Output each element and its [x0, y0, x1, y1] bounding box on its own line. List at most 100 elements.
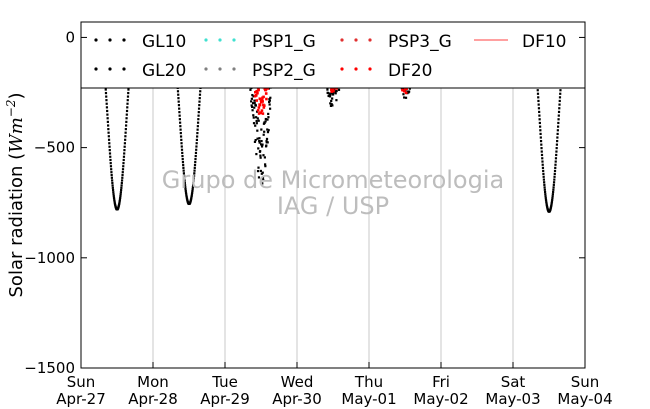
- y-axis-label-close: ): [6, 92, 27, 99]
- global-point: [179, 131, 182, 135]
- global-point: [194, 158, 197, 161]
- global-point: [265, 144, 268, 147]
- global-point: [552, 183, 555, 186]
- diffuse-point: [403, 87, 407, 91]
- global-point: [260, 172, 263, 175]
- global-point: [106, 120, 109, 123]
- global-point: [251, 93, 254, 97]
- diffuse-point: [404, 91, 408, 95]
- global-point: [558, 103, 561, 106]
- global-point: [123, 142, 127, 145]
- global-point: [259, 150, 262, 153]
- global-point: [251, 105, 254, 109]
- legend-marker: [94, 38, 98, 42]
- global-point: [191, 188, 194, 191]
- global-point: [260, 128, 263, 131]
- global-point: [264, 117, 267, 121]
- global-point: [263, 156, 266, 159]
- global-point: [550, 200, 554, 203]
- global-point: [544, 198, 548, 202]
- global-point: [330, 103, 333, 106]
- diffuse-point: [330, 90, 334, 93]
- global-point: [544, 197, 547, 200]
- diffuse-point: [260, 109, 264, 112]
- global-point: [120, 179, 124, 182]
- global-point: [259, 154, 262, 157]
- global-point: [190, 194, 193, 198]
- global-point: [540, 150, 543, 153]
- global-point: [556, 129, 559, 132]
- global-point: [555, 150, 558, 153]
- global-point: [181, 154, 184, 158]
- global-point: [332, 93, 335, 96]
- global-point: [183, 177, 186, 180]
- legend-marker: [368, 38, 372, 42]
- global-point: [328, 95, 332, 98]
- global-point: [124, 128, 127, 131]
- global-point: [113, 202, 117, 205]
- global-point: [179, 121, 182, 124]
- global-point: [540, 153, 544, 157]
- global-point: [181, 151, 184, 155]
- global-point: [335, 89, 338, 93]
- y-tick-label: −1000: [24, 249, 75, 267]
- global-point: [331, 104, 334, 107]
- global-point: [197, 114, 200, 117]
- x-tick-label-date: Apr-30: [272, 390, 322, 408]
- global-point: [195, 138, 199, 141]
- watermark-line-1: Grupo de Micrometeorologia: [162, 166, 504, 194]
- global-point: [253, 140, 257, 143]
- global-point: [264, 165, 267, 168]
- global-point: [178, 118, 181, 121]
- global-point: [111, 184, 114, 187]
- global-point: [553, 169, 557, 173]
- legend-marker: [94, 67, 98, 71]
- diffuse-point: [403, 89, 406, 93]
- global-point: [540, 147, 543, 150]
- global-point: [185, 197, 189, 200]
- global-point: [538, 121, 541, 125]
- global-point: [558, 96, 562, 99]
- global-point: [253, 101, 256, 105]
- diffuse-point: [261, 112, 265, 115]
- global-point: [179, 125, 182, 128]
- legend-marker: [204, 38, 208, 42]
- global-point: [178, 107, 181, 110]
- global-point: [194, 161, 197, 164]
- diffuse-point: [405, 87, 408, 91]
- diffuse-point: [257, 112, 261, 115]
- global-point: [557, 110, 561, 114]
- global-point: [185, 194, 188, 198]
- global-point: [266, 128, 269, 131]
- global-point: [550, 204, 553, 208]
- global-point: [112, 193, 115, 196]
- global-point: [550, 203, 553, 206]
- x-tick-label-weekday: Thu: [354, 373, 383, 391]
- global-point: [265, 140, 268, 143]
- x-tick-label-weekday: Tue: [211, 373, 238, 391]
- legend-marker: [354, 67, 358, 71]
- global-point: [107, 131, 110, 134]
- x-tick-label-weekday: Fri: [432, 373, 450, 391]
- global-point: [262, 133, 265, 136]
- global-point: [555, 153, 558, 157]
- global-point: [195, 148, 198, 151]
- global-point: [119, 193, 122, 196]
- global-point: [109, 162, 112, 165]
- global-point: [176, 90, 180, 93]
- global-point: [192, 179, 195, 182]
- global-point: [123, 152, 126, 155]
- global-point: [268, 107, 272, 110]
- global-point: [259, 156, 262, 159]
- x-tick-label-date: May-01: [341, 390, 396, 408]
- global-point: [551, 195, 554, 198]
- legend-marker: [368, 67, 372, 71]
- global-point: [538, 110, 541, 114]
- global-point: [255, 152, 258, 156]
- x-tick-label-weekday: Sun: [571, 373, 600, 391]
- global-point: [329, 93, 332, 96]
- global-point: [268, 99, 271, 102]
- axis-ticks: 0−500−1000−1500SunApr-27MonApr-28TueApr-…: [24, 28, 612, 408]
- global-point: [110, 171, 113, 174]
- global-point: [193, 163, 197, 167]
